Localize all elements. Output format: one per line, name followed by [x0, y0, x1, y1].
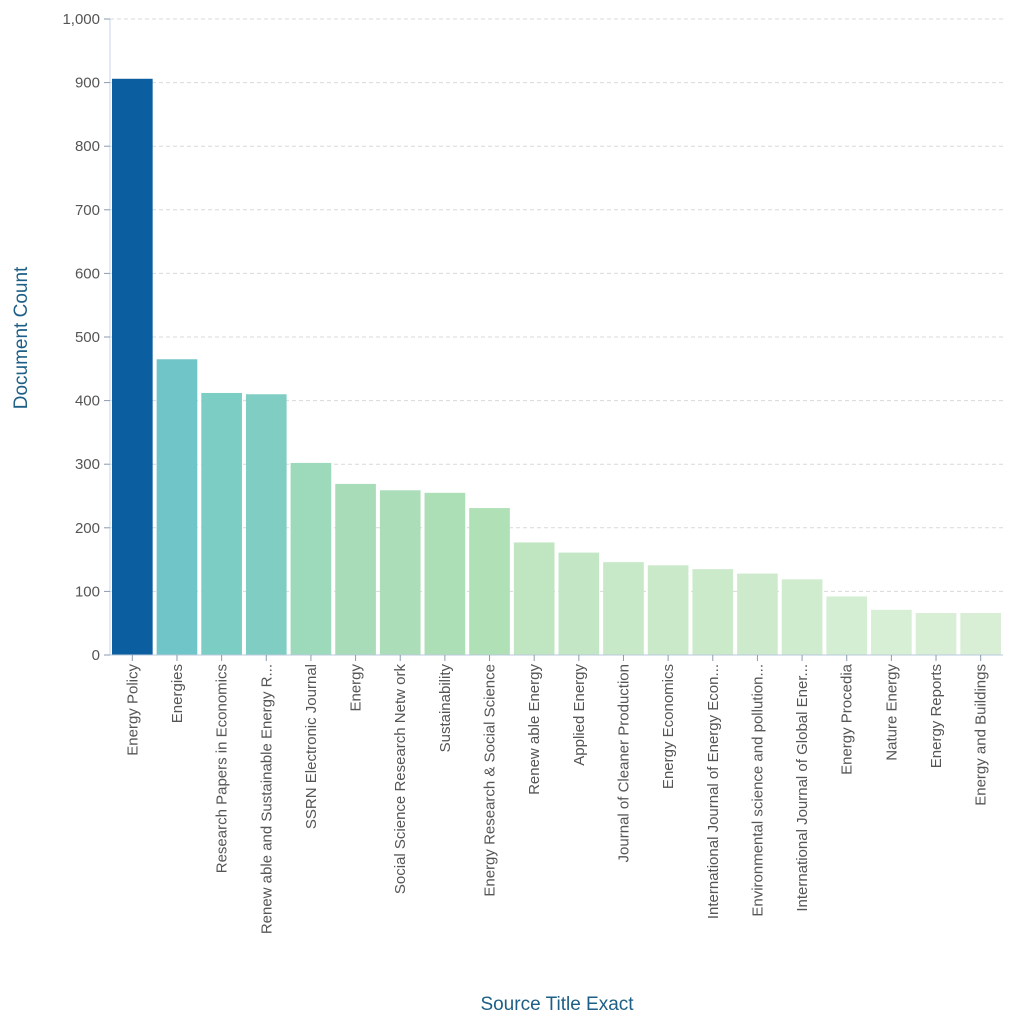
y-tick-label: 1,000	[62, 11, 100, 28]
bar	[469, 508, 510, 655]
y-tick-label: 400	[75, 393, 100, 410]
bar	[112, 78, 153, 655]
bar	[737, 573, 778, 655]
x-tick-label: Energy Policy	[124, 664, 141, 756]
x-tick-label: Energy Reports	[928, 664, 945, 768]
bar	[826, 596, 868, 655]
y-tick-label: 600	[75, 265, 100, 282]
x-axis: Energy Policy Energies Research Papers in …	[110, 654, 1003, 934]
bar	[647, 565, 689, 655]
x-tick-label: International Journal of Energy Econ...	[705, 664, 722, 919]
y-tick-label: 500	[75, 329, 100, 346]
x-tick-label: Energy Research & Social Science	[482, 664, 499, 897]
x-tick-label: Journal of Cleaner Production	[615, 664, 632, 862]
x-tick-label: Energy and Buildings	[973, 664, 990, 806]
bar	[513, 542, 555, 655]
bars	[112, 78, 1001, 655]
x-tick-label: SSRN Electronic Journal	[303, 664, 320, 829]
bar	[915, 613, 957, 655]
x-tick-label: Applied Energy	[571, 664, 588, 766]
bar	[558, 552, 600, 655]
y-tick-label: 800	[75, 138, 100, 155]
x-tick-label: International Journal of Global Ener...	[794, 664, 811, 912]
y-axis-title: Document Count	[11, 266, 32, 409]
bar	[290, 462, 332, 655]
x-tick-label: Environmental science and pollution...	[749, 664, 766, 917]
x-tick-label: Energy	[348, 664, 365, 712]
x-axis-title: Source Title Exact	[480, 994, 634, 1015]
y-axis: 0 100 200 300 400 500 600 700 800 900 1,000	[62, 11, 111, 664]
x-tick-label: Energies	[169, 664, 186, 723]
bar	[201, 392, 242, 655]
x-tick-label: Social Science Research Netw ork	[392, 664, 409, 895]
bar	[245, 394, 287, 655]
bar	[960, 613, 1001, 655]
gridlines	[110, 18, 1003, 592]
y-tick-label: 0	[92, 647, 100, 664]
x-tick-label: Energy Economics	[660, 664, 677, 789]
bar	[781, 579, 823, 655]
x-tick-label: Renew able and Sustainable Energy R...	[258, 664, 275, 934]
bar	[156, 359, 198, 655]
bar	[871, 609, 912, 655]
x-tick-label: Research Papers in Economics	[214, 664, 231, 873]
bar	[379, 490, 421, 655]
bar	[424, 492, 466, 655]
y-tick-label: 300	[75, 456, 100, 473]
x-tick-label: Renew able Energy	[526, 664, 543, 795]
y-tick-label: 900	[75, 75, 100, 92]
y-tick-label: 700	[75, 202, 100, 219]
x-tick-label: Nature Energy	[883, 664, 900, 761]
bar	[692, 569, 734, 655]
bar	[603, 562, 644, 655]
x-tick-label: Energy Procedia	[839, 663, 856, 775]
bar	[335, 483, 376, 655]
x-tick-label: Sustainability	[437, 664, 454, 753]
y-tick-label: 100	[75, 583, 100, 600]
y-tick-label: 200	[75, 520, 100, 537]
